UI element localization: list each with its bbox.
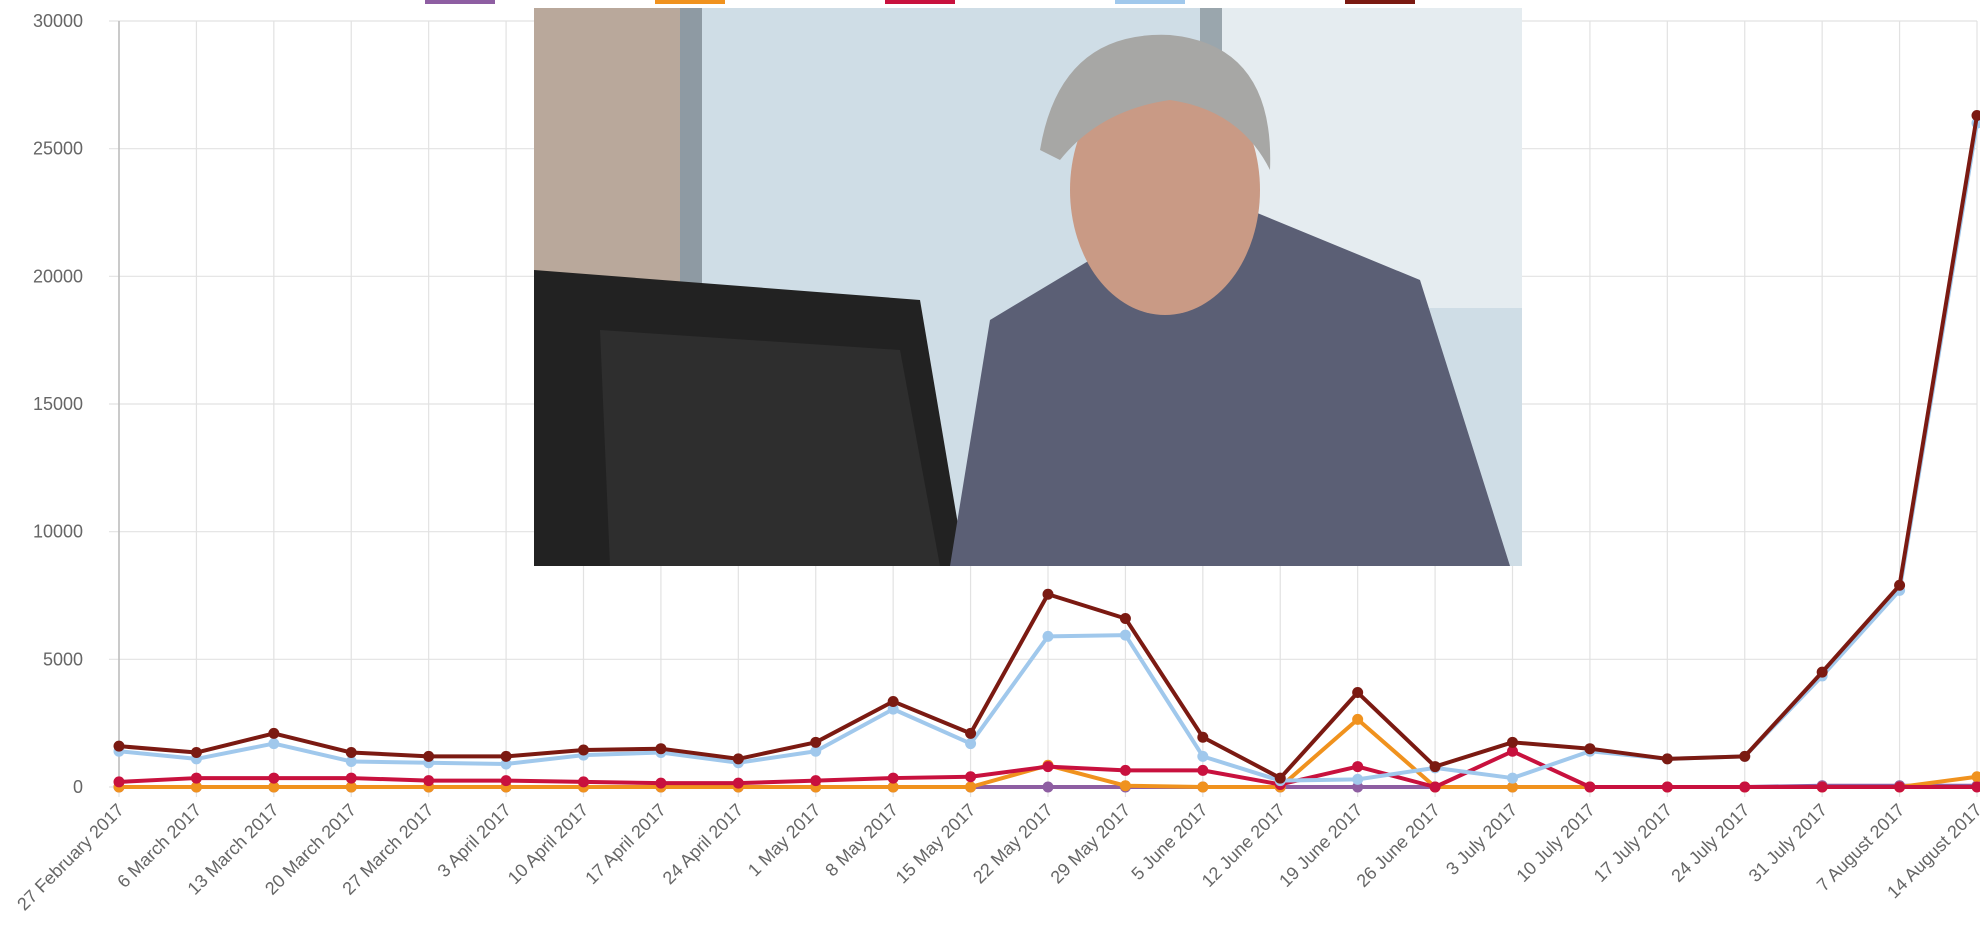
data-point <box>888 696 899 707</box>
data-point <box>114 741 125 752</box>
data-point <box>501 775 512 786</box>
data-point <box>1275 773 1286 784</box>
x-tick-label: 3 April 2017 <box>434 800 515 881</box>
x-tick-label: 5 June 2017 <box>1127 800 1211 884</box>
x-tick-label: 31 July 2017 <box>1745 800 1831 886</box>
data-point <box>655 743 666 754</box>
x-tick-label: 26 June 2017 <box>1353 800 1444 891</box>
y-tick-label: 30000 <box>33 11 83 31</box>
data-point <box>1352 687 1363 698</box>
data-point <box>346 773 357 784</box>
data-point <box>1507 737 1518 748</box>
video-overlay <box>534 8 1522 566</box>
legend-swatch <box>1345 0 1415 4</box>
data-point <box>888 773 899 784</box>
data-point <box>1043 761 1054 772</box>
data-point <box>1817 667 1828 678</box>
data-point <box>1197 765 1208 776</box>
x-tick-label: 15 May 2017 <box>892 800 980 888</box>
data-point <box>1352 714 1363 725</box>
data-point <box>268 738 279 749</box>
x-tick-label: 24 April 2017 <box>659 800 747 888</box>
y-tick-label: 15000 <box>33 394 83 414</box>
photo-frame <box>680 8 702 308</box>
data-point <box>1043 782 1054 793</box>
legend-swatch <box>655 0 725 4</box>
data-point <box>655 778 666 789</box>
x-tick-label: 17 July 2017 <box>1590 800 1676 886</box>
x-tick-label: 29 May 2017 <box>1047 800 1135 888</box>
data-point <box>191 747 202 758</box>
y-tick-label: 20000 <box>33 266 83 286</box>
data-point <box>1817 782 1828 793</box>
legend-swatch <box>1115 0 1185 4</box>
data-point <box>114 776 125 787</box>
data-point <box>1120 765 1131 776</box>
data-point <box>965 738 976 749</box>
data-point <box>1584 782 1595 793</box>
data-point <box>1430 782 1441 793</box>
data-point <box>1739 751 1750 762</box>
page: {"chart_data": {"type": "line", "categor… <box>0 0 1980 934</box>
data-point <box>1197 732 1208 743</box>
data-point <box>1894 580 1905 591</box>
data-point <box>1043 631 1054 642</box>
data-point <box>1662 782 1673 793</box>
chart: 0 5000 10000 15000 20000 25000 30000 27 Februar… <box>0 0 1980 934</box>
data-point <box>965 782 976 793</box>
data-point <box>191 773 202 784</box>
data-point <box>810 775 821 786</box>
data-point <box>965 728 976 739</box>
data-point <box>1739 782 1750 793</box>
x-tick-label: 10 July 2017 <box>1512 800 1598 886</box>
data-point <box>423 775 434 786</box>
data-point <box>423 751 434 762</box>
data-point <box>501 751 512 762</box>
x-tick-label: 24 July 2017 <box>1667 800 1753 886</box>
data-point <box>1197 751 1208 762</box>
y-tick-label: 5000 <box>43 649 83 669</box>
data-point <box>1972 110 1980 121</box>
data-point <box>1507 773 1518 784</box>
data-point <box>733 778 744 789</box>
data-point <box>1352 761 1363 772</box>
y-tick-label: 10000 <box>33 522 83 542</box>
data-point <box>1584 743 1595 754</box>
data-point <box>1197 782 1208 793</box>
data-point <box>1662 753 1673 764</box>
data-point <box>1894 782 1905 793</box>
data-point <box>1120 780 1131 791</box>
data-point <box>1120 630 1131 641</box>
data-point <box>1043 589 1054 600</box>
data-point <box>965 771 976 782</box>
data-point <box>733 753 744 764</box>
x-tick-label: 17 April 2017 <box>581 800 669 888</box>
x-tick-label: 10 April 2017 <box>504 800 592 888</box>
data-point <box>346 747 357 758</box>
data-point <box>1120 613 1131 624</box>
data-point <box>578 744 589 755</box>
data-point <box>1352 774 1363 785</box>
legend-swatch <box>885 0 955 4</box>
data-point <box>1972 771 1980 782</box>
y-tick-label: 25000 <box>33 139 83 159</box>
photo-monitor <box>600 330 940 566</box>
data-point <box>268 773 279 784</box>
x-tick-label: 8 May 2017 <box>821 800 902 881</box>
x-tick-label: 1 May 2017 <box>744 800 825 881</box>
x-tick-label: 27 February 2017 <box>13 800 128 915</box>
x-tick-label: 3 July 2017 <box>1442 800 1521 879</box>
data-point <box>1430 761 1441 772</box>
x-tick-label: 22 May 2017 <box>969 800 1057 888</box>
data-point <box>810 737 821 748</box>
legend-swatch <box>425 0 495 4</box>
data-point <box>578 776 589 787</box>
y-tick-label: 0 <box>73 777 83 797</box>
data-point <box>268 728 279 739</box>
